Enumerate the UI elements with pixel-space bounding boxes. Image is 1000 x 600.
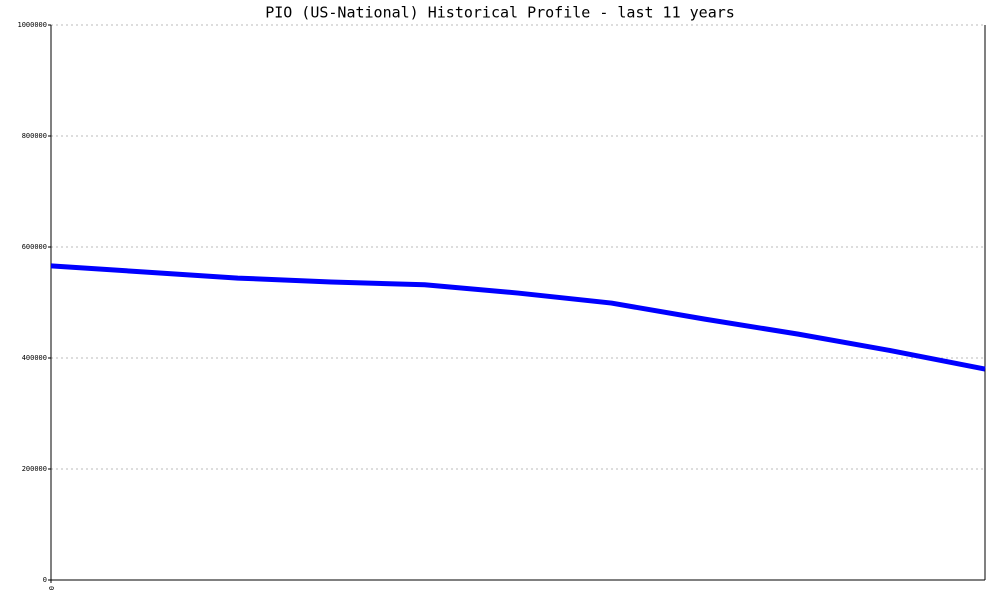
chart-title: PIO (US-National) Historical Profile - l… xyxy=(265,4,735,22)
y-tick-label: 200000 xyxy=(22,465,47,473)
y-tick-label: 0 xyxy=(43,576,47,584)
y-tick-label: 800000 xyxy=(22,132,47,140)
data-line xyxy=(50,263,986,372)
y-tick-label: 600000 xyxy=(22,243,47,251)
y-tick-label: 400000 xyxy=(22,354,47,362)
y-tick-label: 1000000 xyxy=(17,21,47,29)
x-tick-label: 0 xyxy=(47,586,55,590)
